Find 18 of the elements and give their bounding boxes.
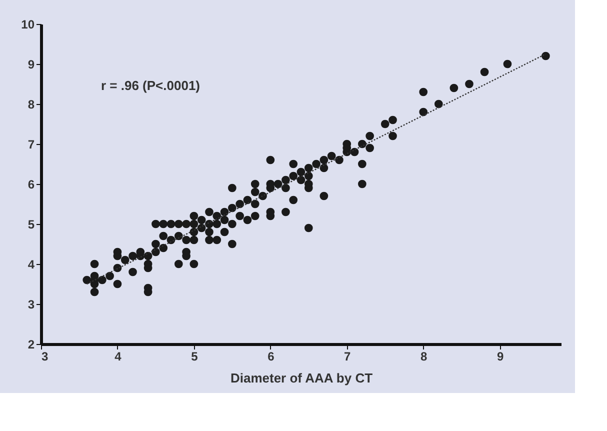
y-tick-label: 5	[28, 218, 35, 232]
y-tick-label: 6	[28, 178, 35, 192]
x-tick-label: 3	[42, 350, 48, 364]
x-tick-label: 5	[191, 350, 198, 364]
y-tick-label: 7	[28, 138, 35, 152]
x-tick-label: 4	[114, 350, 122, 364]
y-tick-label: 9	[28, 58, 35, 72]
x-tick-label: 7	[344, 350, 352, 364]
x-tick-label: 9	[496, 350, 504, 364]
x-tick-label: 6	[268, 350, 275, 364]
annotation: r = .96 (P<.0001)	[101, 78, 200, 93]
y-tick-label: 4	[28, 258, 35, 272]
y-tick-label: 2	[28, 338, 35, 352]
y-tick-label: 8	[28, 98, 35, 112]
x-tick-label: 8	[420, 350, 428, 364]
x-axis-title: Diameter of AAA by CT	[230, 370, 373, 386]
y-tick-label: 10	[21, 18, 35, 32]
y-tick-label: 3	[28, 298, 35, 312]
